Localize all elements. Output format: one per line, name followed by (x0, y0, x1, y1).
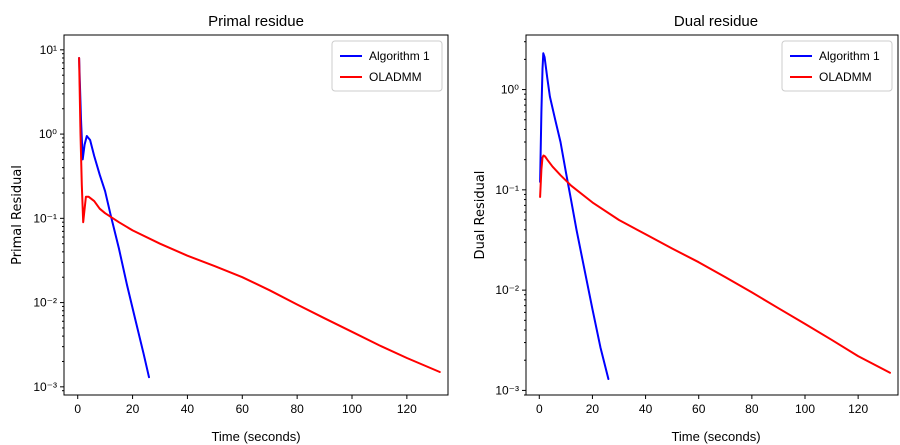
x-tick-label: 40 (639, 402, 653, 416)
dual-residue-chart: Dual residue 0 20 40 60 80 100 120 10⁻³10⁻²10⁻… (473, 13, 899, 444)
y-tick-label: 10⁻² (33, 296, 57, 310)
x-tick-label: 40 (181, 402, 195, 416)
x-tick-label: 60 (236, 402, 250, 416)
legend: Algorithm 1 OLADMM (331, 40, 443, 92)
chart-title: Dual residue (674, 13, 758, 30)
y-ticks: 10⁻³ 10⁻² 10⁻¹ 10⁰ (495, 41, 526, 397)
plot-area-frame (525, 34, 899, 396)
x-tick-label: 20 (126, 402, 140, 416)
y-tick-label: 10⁻² (495, 283, 519, 297)
y-axis-label: Dual Residual (473, 171, 488, 260)
series-layer (78, 57, 441, 379)
y-tick-label: 10⁻¹ (33, 211, 57, 225)
legend-label: Algorithm 1 (819, 49, 880, 63)
y-axis-label: Primal Residual (10, 165, 25, 265)
y-tick-label: 10⁻³ (495, 383, 519, 397)
chart-title: Primal residue (208, 13, 304, 30)
y-tick-label: 10⁻¹ (495, 183, 519, 197)
x-tick-label: 120 (397, 402, 417, 416)
legend-label: OLADMM (819, 70, 872, 84)
legend-box (331, 40, 443, 92)
y-tick-label: 10⁰ (39, 127, 57, 141)
series-layer (539, 52, 891, 380)
x-tick-label: 0 (74, 402, 81, 416)
legend-label: Algorithm 1 (369, 49, 430, 63)
series-line-algorithm-1 (78, 57, 150, 379)
x-tick-label: 100 (795, 402, 815, 416)
plot-area-frame (63, 34, 449, 396)
y-tick-label: 10⁻³ (33, 380, 57, 394)
x-axis-label: Time (seconds) (671, 429, 760, 444)
x-tick-label: 0 (536, 402, 543, 416)
x-tick-label: 120 (848, 402, 868, 416)
series-line-algorithm-1 (539, 52, 610, 380)
series-line-oladmm (539, 154, 891, 374)
primal-residue-chart: Primal residue 0 20 40 60 80 100 120 10⁻³10⁻²1… (10, 13, 449, 444)
x-tick-label: 60 (692, 402, 706, 416)
x-axis-label: Time (seconds) (211, 429, 300, 444)
x-ticks: 0 20 40 60 80 100 120 (536, 395, 868, 416)
y-ticks: 10⁻³ 10⁻² 10⁻¹ 10⁰ 10¹ (33, 43, 64, 394)
x-tick-label: 80 (745, 402, 759, 416)
legend-box (781, 40, 893, 92)
x-ticks: 0 20 40 60 80 100 120 (74, 395, 417, 416)
y-tick-label: 10¹ (40, 43, 57, 57)
legend: Algorithm 1 OLADMM (781, 40, 893, 92)
x-tick-label: 80 (290, 402, 304, 416)
series-line-oladmm (78, 57, 441, 373)
x-tick-label: 20 (586, 402, 600, 416)
legend-label: OLADMM (369, 70, 422, 84)
x-tick-label: 100 (342, 402, 362, 416)
y-tick-label: 10⁰ (501, 83, 519, 97)
